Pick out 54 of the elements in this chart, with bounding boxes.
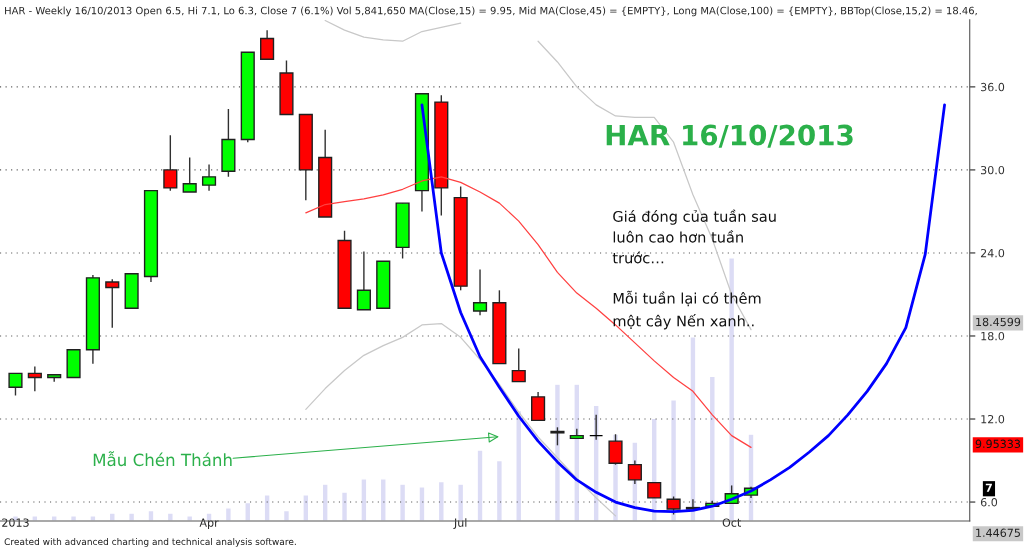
candlestick <box>8 372 23 397</box>
y-tick-label: 36.0 <box>980 82 1005 92</box>
candlestick <box>163 134 178 192</box>
line-series <box>420 103 946 514</box>
text: 1.44675 <box>976 528 1020 537</box>
candlestick <box>105 278 120 329</box>
x-tick-label: Apr <box>199 518 219 529</box>
chart-title: HAR - Weekly 16/10/2013 Open 6.5, Hi 7.1, Lo 6.3, Close 7 (6.1%) Vol 5,841,650 MA(Close,15) = 9.95, Mid MA(Close,45) = {EMPTY}, Long MA(Close,100) = {EMPTY}, BBTop(Close,15,2) = 18.46, <box>5 6 977 17</box>
bar <box>244 501 252 521</box>
bar <box>515 409 523 521</box>
x-tick-label: 2013 <box>2 518 29 527</box>
x-tick-label: Jul <box>453 518 467 529</box>
bar <box>476 449 484 521</box>
y-tick-label: 18.0 <box>981 331 1005 341</box>
bar <box>302 493 310 521</box>
candlestick <box>182 156 197 193</box>
annotation: HAR 16/10/2013 <box>606 124 853 148</box>
x-tick-label: Oct <box>722 518 741 527</box>
bar <box>379 478 387 521</box>
candlestick <box>589 414 604 441</box>
candlestick <box>627 459 642 485</box>
annotation: Mỗi tuần lại có thêm một cây Nến xanh.. <box>613 290 761 330</box>
bar <box>708 375 716 521</box>
candlestick <box>356 250 371 311</box>
candlestick <box>27 365 42 393</box>
bar <box>108 512 116 521</box>
bar <box>418 486 426 521</box>
text: 7 <box>985 483 992 492</box>
y-tick-label: 12.0 <box>981 414 1005 424</box>
bar <box>340 491 349 521</box>
annotation: Mẫu Chén Thánh <box>93 451 232 467</box>
y-tick-label: 24.0 <box>980 248 1005 258</box>
y-tick-label: 30.0 <box>980 165 1005 175</box>
bar <box>89 515 97 521</box>
candlestick <box>201 163 217 192</box>
bar <box>147 509 155 521</box>
bar <box>437 480 445 521</box>
candlestick <box>472 268 488 316</box>
bar <box>495 459 503 521</box>
candlestick <box>260 29 275 60</box>
candlestick <box>511 347 526 383</box>
bar <box>263 493 271 521</box>
annotation: Giá đóng của tuần sau luôn cao hơn tuần trước… <box>612 209 776 264</box>
text: 18.4599 <box>976 317 1021 327</box>
bar <box>399 483 407 521</box>
text: 9.95333 <box>975 439 1021 449</box>
text: Created with advanced charting and technical analysis software. <box>4 538 296 547</box>
bar <box>360 478 368 521</box>
bar <box>128 512 136 521</box>
bar <box>224 507 232 521</box>
candlestick <box>531 391 546 422</box>
y-tick-label: 6.0 <box>980 498 998 507</box>
bar <box>166 512 174 521</box>
bar <box>321 483 329 521</box>
